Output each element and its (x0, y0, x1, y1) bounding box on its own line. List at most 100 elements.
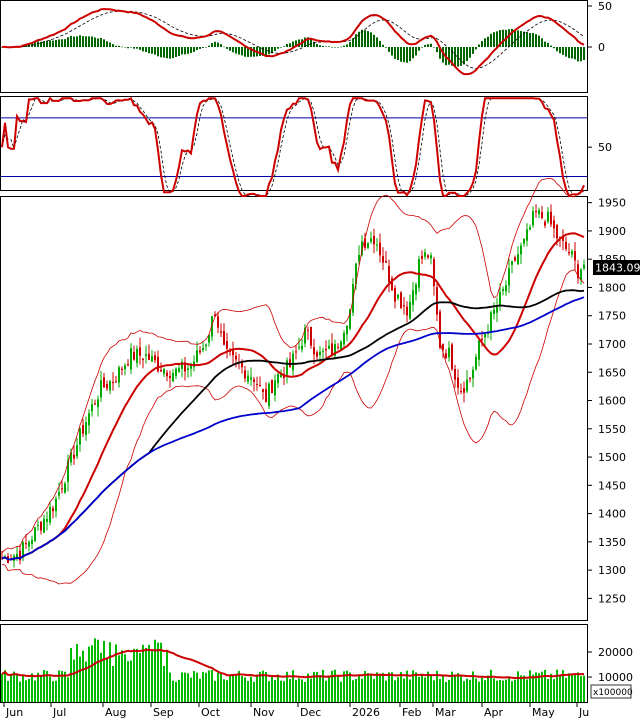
macd-histogram-bar (298, 39, 300, 47)
candle-body (343, 332, 345, 345)
candle-body (349, 309, 351, 329)
candle-body (493, 309, 495, 314)
volume-bar (196, 672, 198, 702)
volume-bar (25, 680, 27, 702)
stochastic-d-line (1, 97, 585, 197)
candle-body (274, 380, 276, 396)
macd-histogram-bar (334, 47, 336, 48)
candle-body (376, 244, 378, 246)
macd-histogram-bar (496, 31, 498, 47)
volume-bar (19, 681, 21, 702)
macd-histogram-bar (109, 42, 111, 47)
candle-body (67, 460, 69, 482)
candle-body (28, 541, 30, 547)
macd-histogram-bar (403, 47, 405, 63)
macd-histogram-bar (58, 39, 60, 47)
macd-histogram-bar (340, 46, 342, 48)
volume-bar (409, 679, 411, 702)
volume-bar (55, 680, 57, 702)
macd-histogram-bar (361, 29, 363, 47)
candle-body (229, 351, 231, 353)
macd-histogram-bar (499, 30, 501, 47)
candle-body (49, 506, 51, 523)
macd-histogram-bar (331, 47, 333, 48)
candle-body (208, 334, 210, 343)
volume-bar (331, 670, 333, 702)
volume-bar (415, 672, 417, 702)
volume-bar (310, 678, 312, 702)
candle-body (190, 365, 192, 369)
price-tick-label: 1450 (598, 479, 626, 492)
volume-bar (334, 669, 336, 702)
candle-body (94, 403, 96, 405)
candle-body (403, 305, 405, 307)
volume-bar (268, 681, 270, 702)
volume-bar (538, 673, 540, 702)
candle-body (187, 368, 189, 371)
macd-histogram-bar (550, 45, 552, 47)
volume-bar (397, 677, 399, 702)
volume-bar (418, 676, 420, 702)
candle-body (307, 329, 309, 331)
volume-bar (556, 669, 558, 702)
volume-bar (172, 680, 174, 702)
candle-body (412, 290, 414, 305)
candle-body (148, 353, 150, 360)
volume-unit-box: x100000 (590, 684, 633, 699)
candle-body (454, 369, 456, 380)
candle-body (169, 375, 171, 379)
candle-body (340, 341, 342, 350)
candle-body (22, 542, 24, 558)
volume-bar (94, 638, 96, 702)
macd-histogram-bar (46, 41, 48, 47)
candle-body (358, 255, 360, 261)
macd-histogram-bar (157, 47, 159, 57)
macd-histogram-bar (202, 47, 204, 48)
candle-body (580, 269, 582, 281)
macd-histogram-bar (559, 47, 561, 54)
candle-body (409, 301, 411, 319)
macd-histogram-bar (373, 34, 375, 47)
macd-histogram-bar (85, 36, 87, 47)
volume-bar (220, 672, 222, 702)
candle-body (76, 445, 78, 457)
macd-histogram-bar (142, 47, 144, 52)
macd-histogram-bar (337, 47, 339, 48)
macd-histogram-bar (394, 47, 396, 59)
price-tick-label: 1500 (598, 451, 626, 464)
candle-body (430, 255, 432, 259)
candle-body (268, 383, 270, 407)
volume-bar (145, 647, 147, 702)
candle-body (553, 220, 555, 229)
macd-histogram-bar (133, 47, 135, 49)
macd-histogram-bar (493, 32, 495, 47)
candle-body (253, 379, 255, 382)
macd-histogram-bar (421, 47, 423, 48)
x-axis-label: Dec (300, 706, 321, 719)
macd-histogram-bar (34, 42, 36, 47)
price-tick-label: 1250 (598, 592, 626, 605)
macd-histogram-bar (106, 41, 108, 47)
macd-histogram-bar (553, 47, 555, 49)
candle-body (97, 399, 99, 408)
volume-bar (304, 681, 306, 702)
candle-body (523, 239, 525, 244)
volume-bar (472, 671, 474, 702)
volume-bar (568, 673, 570, 702)
volume-bar (262, 670, 264, 702)
volume-bar (130, 660, 132, 702)
macd-histogram-bar (97, 38, 99, 47)
candle-body (100, 380, 102, 398)
macd-histogram-bar (538, 35, 540, 47)
volume-bar (421, 675, 423, 702)
candle-body (115, 381, 117, 383)
candle-body (250, 377, 252, 380)
volume-bar (553, 679, 555, 702)
volume-bar (412, 670, 414, 702)
candle-body (439, 311, 441, 348)
volume-bar (361, 678, 363, 702)
candle-body (445, 353, 447, 358)
volume-bar (391, 672, 393, 702)
volume-bar (253, 681, 255, 702)
volume-bar (250, 676, 252, 702)
